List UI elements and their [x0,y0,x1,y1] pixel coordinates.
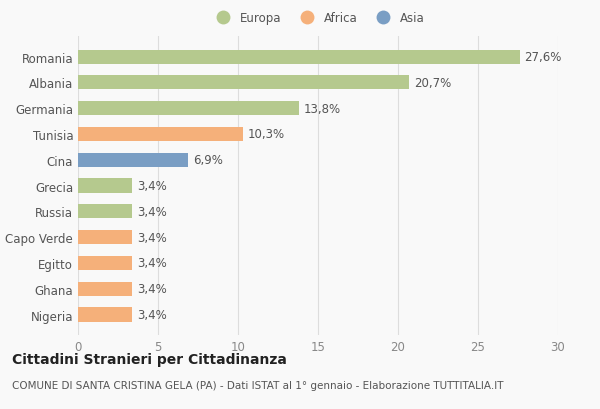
Text: 3,4%: 3,4% [137,205,167,218]
Bar [78,231,133,245]
Text: 27,6%: 27,6% [524,51,562,64]
Text: 3,4%: 3,4% [137,257,167,270]
Bar [78,76,409,90]
Text: 3,4%: 3,4% [137,231,167,244]
Bar [78,282,133,296]
Bar [78,308,133,322]
Bar [78,102,299,116]
Text: 20,7%: 20,7% [414,77,451,90]
Bar [78,128,243,142]
Text: 6,9%: 6,9% [193,154,223,167]
Text: Cittadini Stranieri per Cittadinanza: Cittadini Stranieri per Cittadinanza [12,352,287,366]
Bar [78,179,133,193]
Bar [78,153,188,167]
Bar [78,205,133,219]
Bar [78,50,520,65]
Text: 3,4%: 3,4% [137,180,167,193]
Text: COMUNE DI SANTA CRISTINA GELA (PA) - Dati ISTAT al 1° gennaio - Elaborazione TUT: COMUNE DI SANTA CRISTINA GELA (PA) - Dat… [12,380,503,390]
Legend: Europa, Africa, Asia: Europa, Africa, Asia [211,12,425,25]
Text: 13,8%: 13,8% [304,102,341,115]
Text: 10,3%: 10,3% [248,128,285,141]
Text: 3,4%: 3,4% [137,283,167,295]
Bar [78,256,133,270]
Text: 3,4%: 3,4% [137,308,167,321]
